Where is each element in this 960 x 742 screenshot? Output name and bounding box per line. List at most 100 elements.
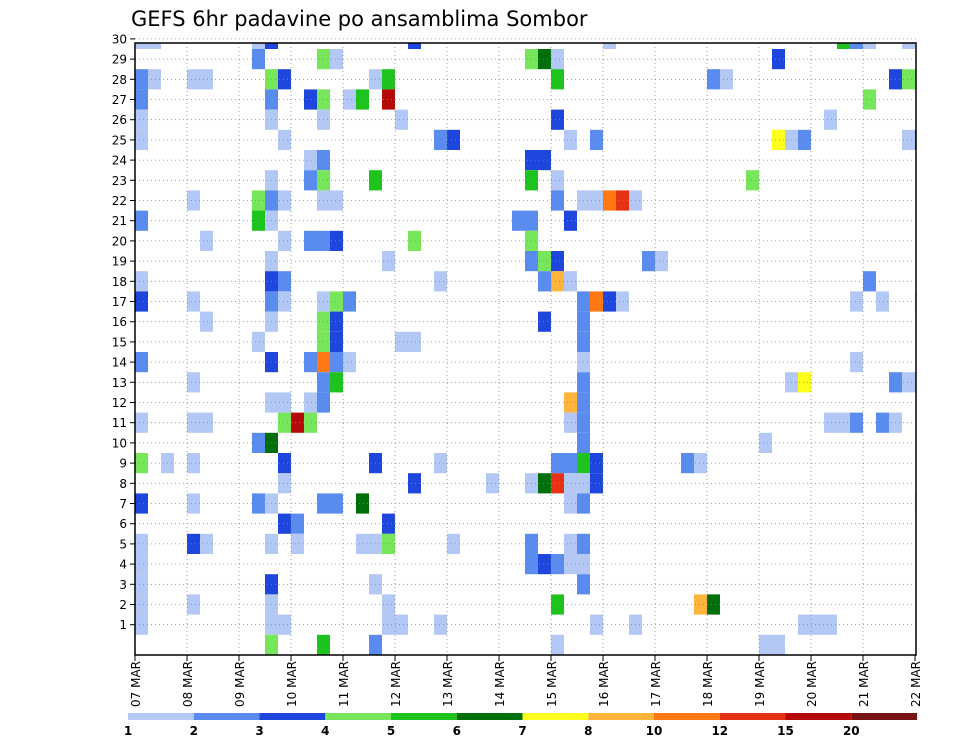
heatmap-cell xyxy=(772,129,785,150)
x-tick-label: 21 MAR xyxy=(857,661,871,707)
x-tick-label: 08 MAR xyxy=(181,661,195,707)
heatmap-cell xyxy=(252,331,265,352)
heatmap-cell xyxy=(902,129,915,150)
heatmap-cell xyxy=(564,210,577,231)
x-tick-label: 16 MAR xyxy=(597,661,611,707)
heatmap-cell xyxy=(135,594,148,615)
y-tick-label: 21 xyxy=(112,214,127,228)
heatmap-cell xyxy=(876,291,889,312)
heatmap-cell xyxy=(382,513,395,534)
heatmap-cell xyxy=(603,291,616,312)
heatmap-cell xyxy=(850,412,863,433)
heatmap-cell xyxy=(707,69,720,90)
x-tick-label: 11 MAR xyxy=(337,661,351,707)
legend-label: 15 xyxy=(777,724,794,738)
heatmap-cell xyxy=(551,251,564,272)
heatmap-cell xyxy=(278,453,291,474)
heatmap-cell xyxy=(187,69,200,90)
heatmap-cell xyxy=(616,190,629,211)
heatmap-cell xyxy=(135,89,148,110)
heatmap-cell xyxy=(252,432,265,453)
y-tick-label: 29 xyxy=(112,53,127,67)
heatmap-cell xyxy=(863,43,876,49)
y-tick-label: 1 xyxy=(119,618,127,632)
heatmap-cell xyxy=(564,453,577,474)
heatmap-cell xyxy=(434,129,447,150)
legend-label: 20 xyxy=(843,724,860,738)
legend-label: 7 xyxy=(518,724,526,738)
heatmap-cell xyxy=(304,170,317,191)
x-tick-label: 09 MAR xyxy=(233,661,247,707)
heatmap-cell xyxy=(603,190,616,211)
heatmap-cell xyxy=(265,634,278,655)
y-tick-label: 17 xyxy=(112,295,127,309)
heatmap-cell xyxy=(590,473,603,494)
y-tick-label: 20 xyxy=(112,234,127,248)
plot-frame xyxy=(134,42,917,656)
heatmap-cell xyxy=(850,352,863,373)
heatmap-cell xyxy=(317,634,330,655)
heatmap-cell xyxy=(551,554,564,575)
y-tick-label: 16 xyxy=(112,315,127,329)
heatmap-cell xyxy=(135,412,148,433)
legend-label: 4 xyxy=(321,724,329,738)
legend-swatch xyxy=(325,713,392,720)
heatmap-cell xyxy=(759,432,772,453)
heatmap-cell xyxy=(252,210,265,231)
x-tick-label: 22 MAR xyxy=(909,661,923,707)
heatmap-cell xyxy=(200,230,213,251)
heatmap-cell xyxy=(590,129,603,150)
heatmap-cell xyxy=(408,43,421,49)
heatmap-cell xyxy=(278,473,291,494)
heatmap-cell xyxy=(811,614,824,635)
heatmap-cell xyxy=(447,129,460,150)
heatmap-cell xyxy=(538,554,551,575)
heatmap-cell xyxy=(486,473,499,494)
heatmap-cell xyxy=(538,473,551,494)
heatmap-cell xyxy=(252,190,265,211)
x-tick-label: 18 MAR xyxy=(701,661,715,707)
heatmap-cell xyxy=(590,453,603,474)
heatmap-cell xyxy=(304,412,317,433)
heatmap-cell xyxy=(135,554,148,575)
heatmap-cell xyxy=(538,49,551,70)
heatmap-cell xyxy=(343,89,356,110)
heatmap-cell xyxy=(278,614,291,635)
y-tick-label: 4 xyxy=(119,558,127,572)
heatmap-cell xyxy=(824,412,837,433)
heatmap-cell xyxy=(538,150,551,171)
legend-label: 1 xyxy=(124,724,132,738)
heatmap-cell xyxy=(902,43,915,49)
heatmap-cell xyxy=(135,574,148,595)
heatmap-cell xyxy=(356,89,369,110)
heatmap-cell xyxy=(135,291,148,312)
heatmap-cell xyxy=(200,533,213,554)
heatmap-cell xyxy=(187,453,200,474)
color-legend: 1 2 3 4 5 6 7 8 10 12 15 20 xyxy=(124,713,918,738)
x-axis: 07 MAR 08 MAR 09 MAR 10 MAR 11 MAR 12 MAR 13 M… xyxy=(129,655,923,707)
legend-label: 8 xyxy=(584,724,592,738)
heatmap-cell xyxy=(395,109,408,130)
heatmap-cell xyxy=(200,311,213,332)
heatmap-cell xyxy=(304,230,317,251)
y-tick-label: 9 xyxy=(119,457,127,471)
y-tick-label: 2 xyxy=(119,598,127,612)
heatmap-cell xyxy=(135,533,148,554)
y-tick-label: 18 xyxy=(112,275,127,289)
heatmap-cell xyxy=(551,453,564,474)
heatmap-cell xyxy=(187,533,200,554)
heatmap-cell xyxy=(850,43,863,49)
heatmap-cell xyxy=(382,251,395,272)
heatmap-cell xyxy=(330,230,343,251)
heatmap-cell xyxy=(798,129,811,150)
heatmap-cell xyxy=(369,634,382,655)
heatmap-cell xyxy=(330,331,343,352)
y-tick-label: 19 xyxy=(112,255,127,269)
x-tick-label: 14 MAR xyxy=(493,661,507,707)
y-tick-label: 3 xyxy=(119,578,127,592)
heatmap-cell xyxy=(564,533,577,554)
heatmap-cell xyxy=(824,109,837,130)
heatmap-cell xyxy=(278,291,291,312)
heatmap-cell xyxy=(902,69,915,90)
